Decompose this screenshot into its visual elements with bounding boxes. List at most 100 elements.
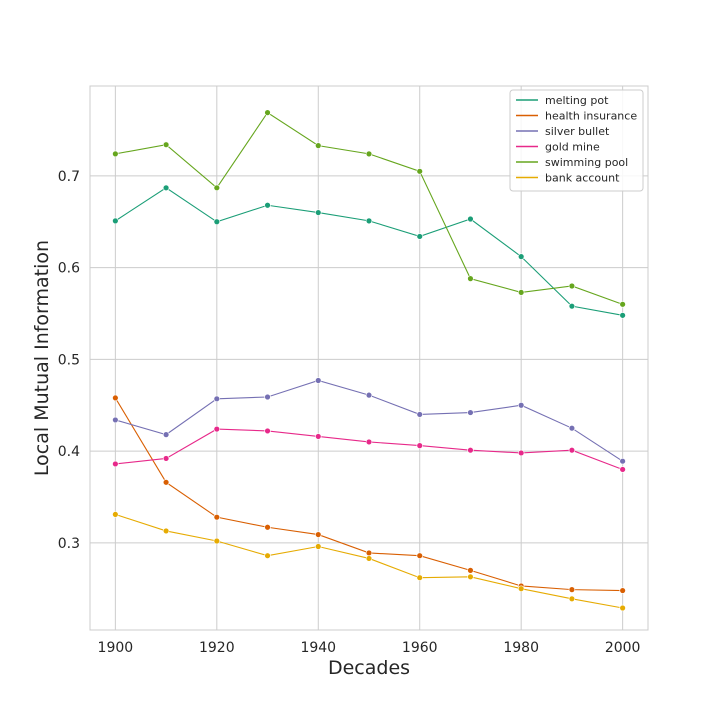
data-point [467,275,474,282]
tick-labels: 1900 1920 1940 1960 1980 2000 0.3 0.4 0.5 0.6 0.7 [58,169,641,656]
series-layer [112,109,626,612]
data-point [517,585,525,592]
series-line [115,187,623,316]
legend-label: gold mine [545,141,600,154]
data-point [315,142,322,149]
data-point [619,587,626,594]
legend-label: swimming pool [545,156,628,169]
data-point [467,446,474,454]
data-point [416,411,423,418]
data-point [315,209,322,216]
data-point [213,218,221,225]
data-point [517,289,525,296]
x-tick-label: 2000 [605,640,641,656]
data-point [365,150,373,158]
legend-label: melting pot [545,94,609,107]
data-point [568,586,576,593]
data-point [315,433,322,440]
x-tick-label: 1980 [503,640,539,656]
data-point [162,455,170,462]
data-point [112,416,119,424]
data-point [162,184,170,192]
data-point [112,394,119,402]
data-point [213,184,221,192]
series-line [114,397,623,592]
data-point [213,537,221,545]
data-point [162,431,170,438]
y-tick-label: 0.5 [58,352,80,368]
data-point [619,301,626,308]
data-point [213,513,221,521]
series-health-insurance [112,394,626,594]
x-tick-label: 1900 [98,640,134,656]
data-point [568,424,576,432]
data-point [619,466,626,473]
data-point [365,555,373,562]
data-point [315,531,322,538]
data-point [517,402,525,409]
data-point [568,282,576,290]
data-point [112,511,119,518]
data-point [619,604,626,612]
data-point [619,458,626,465]
series-line [115,428,623,470]
data-point [264,524,271,531]
series-silver-bullet [112,377,626,465]
y-tick-label: 0.4 [58,444,80,460]
data-point [365,217,373,225]
plot-frame [89,85,649,631]
series-bank-account [112,511,626,612]
data-point [264,202,271,209]
data-point [112,460,119,468]
data-point [213,395,221,403]
x-tick-label: 1940 [300,640,336,656]
series-melting-pot [112,184,626,319]
x-tick-label: 1960 [402,640,438,656]
data-point [568,595,576,603]
legend-box [509,89,644,192]
data-point [517,253,525,260]
data-point [467,573,474,580]
data-point [467,215,474,223]
data-point [213,425,221,433]
data-point [365,549,373,557]
legend-label: health insurance [545,110,637,123]
data-point [264,393,271,401]
data-point [162,527,170,535]
series-swimming-pool [112,109,626,308]
data-point [264,552,271,559]
data-point [264,427,271,435]
data-point [416,552,423,559]
data-point [568,446,576,454]
data-point [365,391,373,399]
data-point [315,377,322,384]
data-point [568,302,576,310]
y-tick-label: 0.6 [58,261,80,277]
data-point [162,479,170,486]
data-point [416,233,423,240]
y-axis-title: Local Mutual Information [31,240,53,476]
legend-label: bank account [545,172,620,185]
y-tick-label: 0.3 [58,536,80,552]
data-point [365,438,373,446]
data-point [162,141,170,148]
legend-label: silver bullet [545,125,610,138]
y-tick-label: 0.7 [58,169,80,185]
data-point [112,150,119,158]
legend: melting pot health insurance silver bullet… [509,89,644,192]
data-point [264,109,271,116]
data-point [467,409,474,416]
data-point [416,168,423,175]
series-gold-mine [112,425,626,473]
data-point [416,574,423,581]
data-point [315,543,322,550]
data-point [619,312,626,319]
x-axis-title: Decades [328,657,410,679]
data-point [112,217,119,225]
x-tick-label: 1920 [199,640,235,656]
data-point [416,442,423,449]
data-point [467,567,474,574]
data-point [517,449,525,457]
